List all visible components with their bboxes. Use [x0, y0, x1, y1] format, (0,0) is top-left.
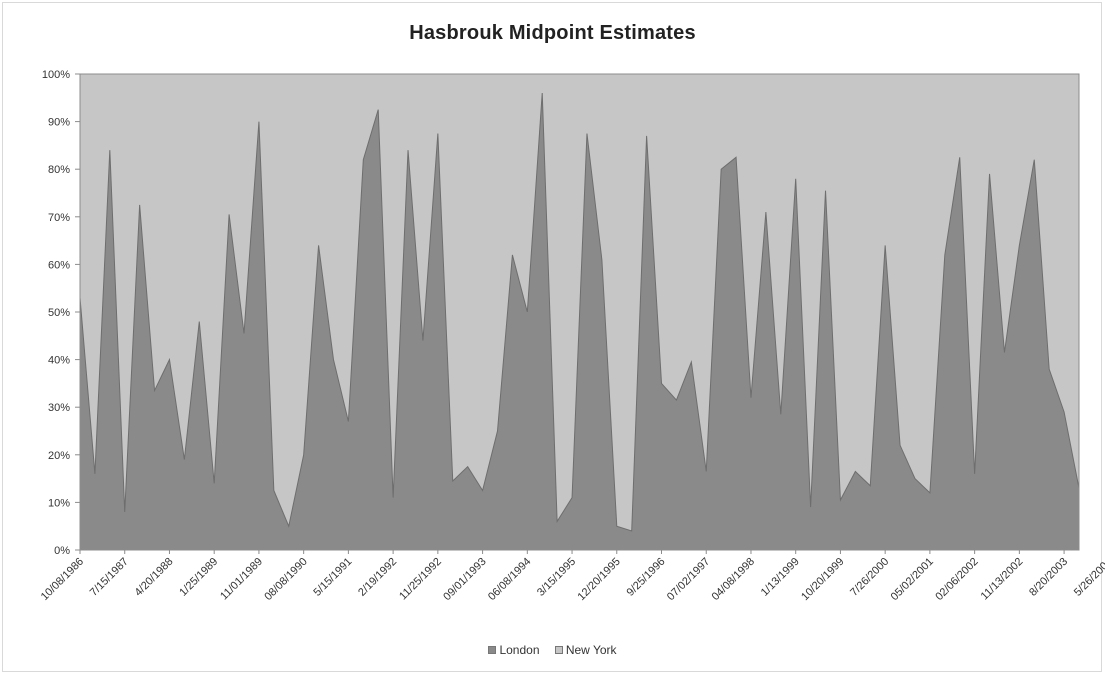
y-tick-label: 50%	[48, 307, 70, 319]
legend-item-london: London	[488, 643, 540, 657]
x-tick-label: 3/15/1995	[535, 556, 578, 599]
x-tick-label: 9/25/1996	[625, 556, 668, 599]
x-tick-label: 1/25/1989	[177, 556, 220, 599]
x-tick-label: 11/25/1992	[397, 556, 444, 603]
y-tick-label: 10%	[48, 497, 70, 509]
legend: London New York	[0, 643, 1105, 657]
legend-label-newyork: New York	[565, 643, 617, 657]
y-tick-label: 70%	[48, 212, 70, 224]
y-tick-label: 90%	[48, 117, 70, 129]
x-tick-label: 2/19/1992	[356, 556, 399, 599]
x-tick-label: 7/15/1987	[88, 556, 131, 599]
x-tick-label: 8/20/2003	[1027, 556, 1070, 599]
london-swatch	[488, 646, 497, 654]
x-tick-label: 10/20/1999	[799, 556, 846, 603]
y-tick-label: 100%	[42, 69, 70, 81]
x-tick-label: 09/01/1993	[441, 556, 488, 603]
x-tick-label: 04/08/1998	[710, 556, 757, 603]
x-tick-label: 5/26/2004	[1072, 556, 1105, 599]
x-tick-label: 11/01/1989	[218, 556, 265, 603]
newyork-swatch	[554, 646, 563, 654]
x-tick-label: 11/13/2002	[979, 556, 1026, 603]
x-tick-label: 05/02/2001	[889, 556, 936, 603]
x-tick-label: 10/08/1986	[39, 556, 86, 603]
x-tick-label: 06/08/1994	[486, 556, 533, 603]
x-tick-label: 5/15/1991	[311, 556, 354, 599]
y-tick-label: 60%	[48, 259, 70, 271]
x-tick-label: 7/26/2000	[848, 556, 891, 599]
y-tick-label: 40%	[48, 355, 70, 367]
x-tick-label: 12/20/1995	[575, 556, 622, 603]
x-tick-label: 4/20/1988	[132, 556, 175, 599]
x-tick-label: 1/13/1999	[759, 556, 802, 599]
y-tick-label: 80%	[48, 164, 70, 176]
x-tick-label: 08/08/1990	[262, 556, 309, 603]
y-tick-label: 20%	[48, 450, 70, 462]
y-tick-label: 30%	[48, 402, 70, 414]
legend-item-newyork: New York	[554, 643, 617, 657]
legend-label-london: London	[499, 643, 540, 657]
y-tick-label: 0%	[54, 545, 70, 557]
series-area-london	[79, 93, 1080, 551]
x-tick-label: 02/06/2002	[933, 556, 980, 603]
x-tick-label: 07/02/1997	[665, 556, 712, 603]
chart-title: Hasbrouk Midpoint Estimates	[409, 22, 696, 44]
